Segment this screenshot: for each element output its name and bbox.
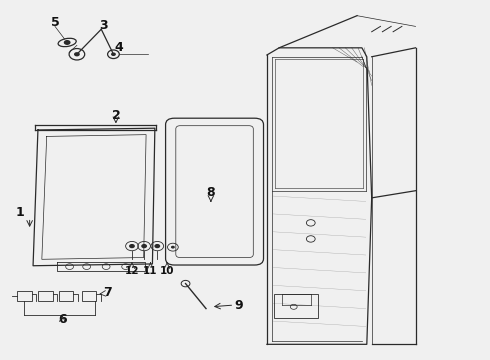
Bar <box>274 294 318 318</box>
Circle shape <box>129 244 135 248</box>
Text: 10: 10 <box>160 266 174 276</box>
Text: 5: 5 <box>50 15 59 28</box>
Circle shape <box>74 52 80 57</box>
Text: 4: 4 <box>114 41 122 54</box>
Text: 11: 11 <box>143 266 158 276</box>
Text: 2: 2 <box>112 109 120 122</box>
Bar <box>17 291 31 301</box>
Text: 8: 8 <box>207 186 215 199</box>
Text: 7: 7 <box>103 286 112 299</box>
Text: 6: 6 <box>58 313 67 326</box>
Circle shape <box>154 244 160 248</box>
Text: 9: 9 <box>235 298 244 311</box>
Text: 1: 1 <box>16 206 24 219</box>
Circle shape <box>111 53 116 56</box>
Text: 12: 12 <box>125 266 139 276</box>
Bar <box>59 291 74 301</box>
Bar <box>82 291 97 301</box>
Circle shape <box>64 40 71 45</box>
Text: 3: 3 <box>99 19 108 32</box>
Bar <box>38 291 52 301</box>
Circle shape <box>141 244 147 248</box>
Circle shape <box>171 246 175 249</box>
